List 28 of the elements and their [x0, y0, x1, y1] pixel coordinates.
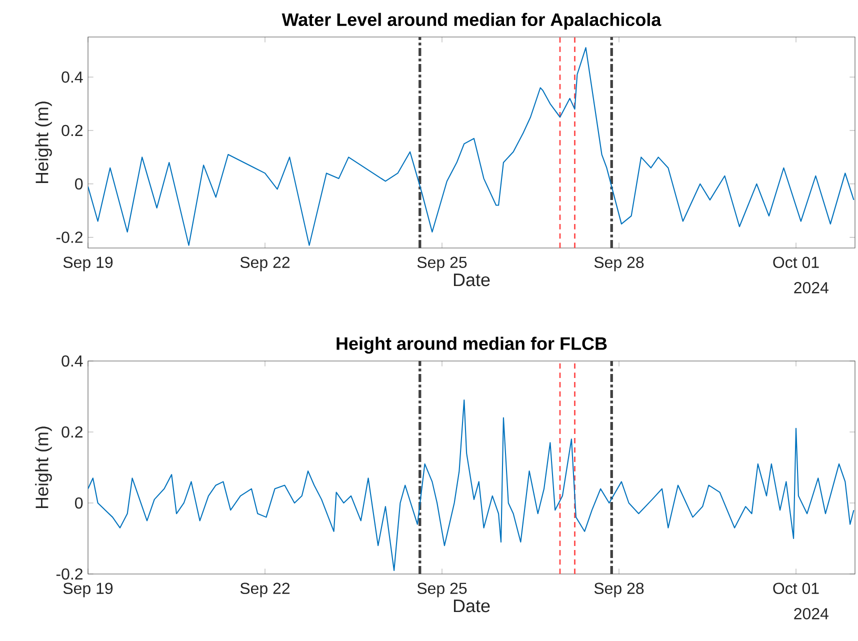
x-tick-label: Oct 01 [773, 256, 819, 268]
x-tick-label: Sep 28 [594, 582, 644, 598]
y-tick-label: 0.4 [62, 71, 83, 83]
y-axis-title: Height (m) [35, 426, 52, 508]
line-series [88, 47, 854, 246]
y-tick-label: 0.4 [62, 355, 83, 367]
text: 2024 [794, 282, 828, 294]
y-tick-label: 0.2 [62, 426, 82, 438]
x-tick-label: Sep 22 [240, 582, 290, 598]
chart-title: Water Level around median for Apalachicola [282, 12, 662, 30]
y-tick-label: 0 [75, 178, 83, 190]
x-tick-label: Sep 28 [594, 256, 644, 272]
line-series [88, 400, 854, 571]
x-tick-label: Sep 25 [417, 256, 467, 272]
x-tick-label: Sep 19 [63, 582, 113, 598]
y-tick-label: -0.2 [56, 232, 82, 243]
x-axis-title: Date [454, 600, 490, 612]
y-tick-label: 0 [75, 497, 83, 509]
y-tick-label: 0.2 [62, 124, 82, 136]
chart-title: Height around median for FLCB [336, 336, 607, 354]
x-tick-label: Sep 22 [240, 256, 290, 272]
x-tick-label: Sep 19 [63, 256, 113, 272]
y-tick-label: -0.2 [56, 568, 82, 580]
x-axis-title: Date [454, 274, 490, 286]
x-tick-label: Oct 01 [773, 582, 819, 594]
y-axis-title: Height (m) [35, 102, 52, 184]
x-tick-label: Sep 25 [417, 582, 467, 598]
text: 2024 [794, 608, 828, 620]
